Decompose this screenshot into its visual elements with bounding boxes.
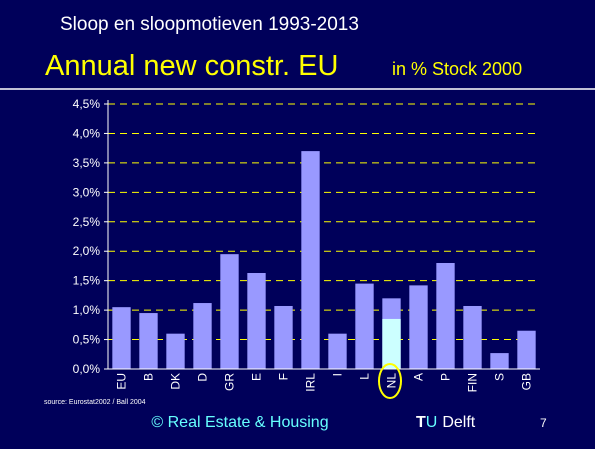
x-tick-label: B (142, 373, 156, 381)
y-tick-label: 4,5% (73, 97, 101, 111)
y-tick-label: 3,5% (73, 156, 101, 170)
bar (490, 353, 509, 369)
highlight-ring (378, 363, 402, 399)
y-tick-label: 3,0% (73, 185, 101, 199)
y-tick-label: 2,0% (73, 244, 101, 258)
x-tick-label: FIN (466, 373, 480, 392)
x-tick-label: NL (385, 373, 399, 389)
x-tick-label: GR (223, 373, 237, 391)
bar (436, 263, 455, 369)
bar (139, 313, 158, 369)
bar (382, 318, 401, 369)
bar (247, 273, 266, 369)
bar (274, 305, 293, 369)
x-tick-label: P (439, 373, 453, 381)
x-tick-label: F (277, 373, 291, 380)
x-tick-label: E (250, 373, 264, 381)
x-tick-label: L (358, 373, 372, 380)
y-tick-label: 1,5% (73, 274, 101, 288)
y-tick-label: 4,0% (73, 126, 101, 140)
source: source: Eurostat2002 / Ball 2004 (44, 399, 146, 406)
x-tick-label: GB (520, 373, 534, 390)
bar (517, 330, 536, 369)
x-tick-label: S (493, 373, 507, 381)
x-tick-label: EU (115, 373, 129, 390)
footer-credit: © Real Estate & Housing (151, 414, 328, 431)
page-number: 7 (540, 416, 547, 430)
x-tick-label: I (331, 373, 345, 376)
chart-subtitle: in % Stock 2000 (392, 59, 522, 79)
y-tick-label: 2,5% (73, 215, 101, 229)
bar (463, 305, 482, 369)
bar (328, 333, 347, 369)
x-tick-label: DK (169, 373, 183, 390)
bar (409, 285, 428, 369)
x-tick-label: A (412, 373, 426, 381)
bar (166, 333, 185, 369)
bar (220, 254, 239, 369)
heading: Sloop en sloopmotieven 1993-2013 (60, 14, 359, 35)
bar (193, 303, 212, 369)
bar (355, 283, 374, 369)
brand-u: U (426, 414, 438, 431)
plot: 0,0% 0,5% 1,0% 1,5% 2,0% 2,5% 3,0% 3,5% 4,0% 4,5%… (73, 97, 540, 392)
x-tick-label: IRL (304, 373, 318, 392)
footer-brand: TU Delft (416, 414, 476, 431)
x-tick-label: D (196, 373, 210, 382)
y-tick-label: 0,0% (73, 362, 101, 376)
bar (112, 307, 131, 369)
brand-rest: Delft (442, 414, 475, 431)
chart-title: Annual new constr. EU (45, 50, 338, 82)
y-tick-label: 1,0% (73, 303, 101, 317)
brand-t: T (416, 414, 426, 431)
y-tick-label: 0,5% (73, 333, 101, 347)
bar (301, 151, 320, 369)
